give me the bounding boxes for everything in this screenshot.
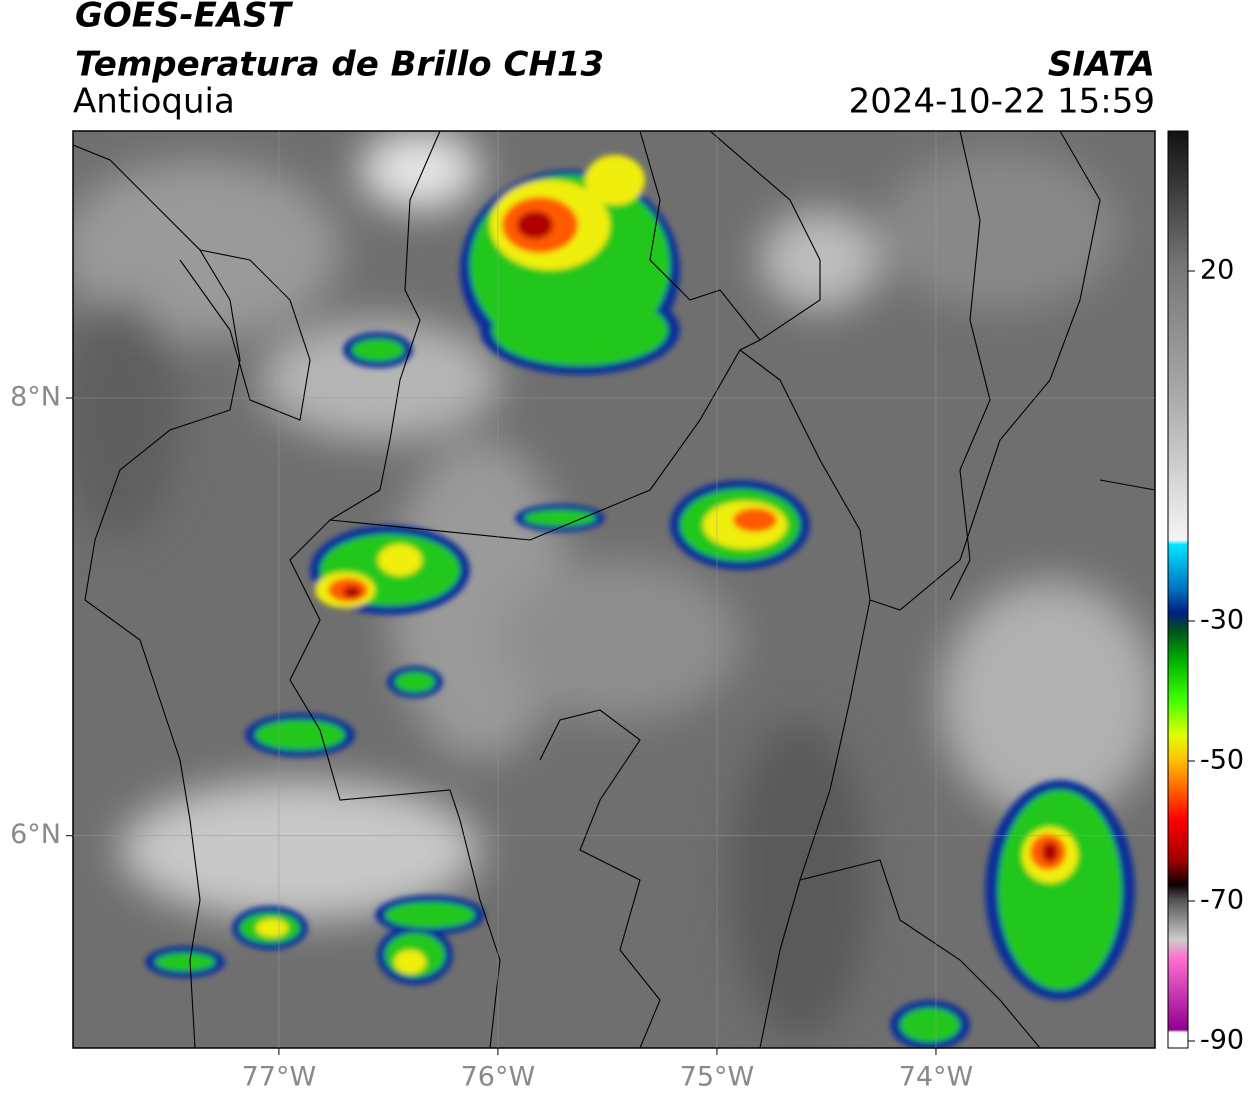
colorbar-label: -30: [1200, 605, 1244, 636]
x-tick-label: 74°W: [899, 1062, 974, 1093]
x-tick-label: 77°W: [242, 1062, 317, 1093]
colorbar-label: -90: [1200, 1025, 1244, 1056]
colorbar-label: -70: [1200, 885, 1244, 916]
satellite-image: [73, 131, 1155, 1048]
datetime: 2024-10-22 15:59: [849, 82, 1155, 122]
region: Antioquia: [73, 82, 235, 122]
boundaries: [73, 131, 1155, 1048]
subtitle: Temperatura de Brillo CH13: [75, 45, 604, 85]
colorbar: [1167, 130, 1189, 1049]
colorbar-label: -50: [1200, 745, 1244, 776]
x-tick-label: 76°W: [461, 1062, 536, 1093]
source: SIATA: [1048, 45, 1155, 85]
y-tick-label: 8°N: [10, 382, 61, 413]
map-frame: [72, 130, 1156, 1049]
title: GOES-EAST: [75, 0, 294, 36]
x-tick-label: 75°W: [680, 1062, 755, 1093]
colorbar-label: 20: [1200, 255, 1234, 286]
y-tick-label: 6°N: [10, 819, 61, 850]
